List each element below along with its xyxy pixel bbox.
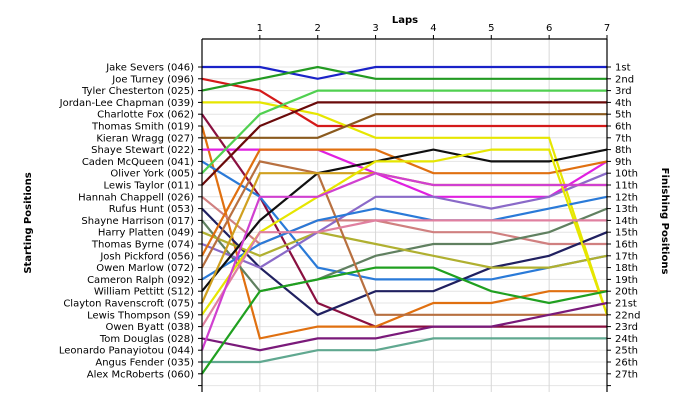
- series-line: [200, 172, 607, 351]
- series-line: [201, 101, 607, 186]
- starting-position-label: Tom Douglas (028): [99, 334, 194, 345]
- starting-position-label: Alex McRoberts (060): [87, 369, 194, 380]
- starting-position-label: Hannah Chappell (026): [78, 192, 194, 203]
- finishing-position-label: 16th: [615, 240, 638, 251]
- starting-position-label: Lewis Taylor (011): [104, 181, 195, 192]
- finishing-position-label: 7th: [615, 133, 632, 144]
- starting-position-labels: Jake Severs (046)Joe Turney (096)Tyler C…: [59, 63, 194, 381]
- starting-position-label: Lewis Thompson (S9): [87, 310, 194, 321]
- starting-position-label: Shayne Harrison (017): [81, 216, 194, 227]
- starting-position-label: Harry Platten (049): [98, 228, 194, 239]
- finishing-position-label: 11th: [615, 181, 638, 192]
- starting-position-label: Caden McQueen (041): [82, 157, 194, 168]
- x-tick-labels: 1 2 3 4 5 6 7: [257, 23, 611, 34]
- y-axis-title-left: Starting Positions: [23, 172, 34, 273]
- series-line: [202, 65, 607, 80]
- starting-position-label: Joe Turney (096): [111, 74, 194, 85]
- y-axis-title-right: Finishing Positions: [659, 168, 670, 275]
- finishing-position-label: 22nd: [615, 310, 640, 321]
- x-tick-label: 2: [315, 23, 321, 34]
- starting-position-label: Thomas Smith (019): [91, 122, 194, 133]
- finishing-position-label: 18th: [615, 263, 638, 274]
- starting-position-label: Rufus Hunt (053): [109, 204, 194, 215]
- series-line: [202, 113, 607, 139]
- finishing-position-labels: 1st2nd3rd4th5th6th7th8th9th10th11th12th1…: [615, 63, 640, 381]
- axes: [198, 35, 611, 392]
- finishing-position-label: 24th: [615, 334, 638, 345]
- finishing-position-label: 12th: [615, 192, 638, 203]
- starting-position-label: Tyler Chesterton (025): [81, 86, 194, 97]
- finishing-position-label: 26th: [615, 358, 638, 369]
- finishing-position-label: 4th: [615, 98, 632, 109]
- finishing-position-label: 21st: [615, 299, 637, 310]
- finishing-position-label: 3rd: [615, 86, 632, 97]
- series-line: [200, 172, 607, 304]
- starting-position-label: Charlotte Fox (062): [97, 110, 194, 121]
- starting-position-label: William Pettitt (S12): [94, 287, 194, 298]
- finishing-position-label: 2nd: [615, 74, 634, 85]
- x-axis-title: Laps: [392, 15, 418, 26]
- series-line: [201, 77, 607, 128]
- finishing-position-label: 15th: [615, 228, 638, 239]
- starting-position-label: Jake Severs (046): [105, 63, 194, 74]
- finishing-position-label: 13th: [615, 204, 638, 215]
- series-line: [201, 301, 608, 352]
- series-line: [202, 101, 609, 316]
- finishing-position-label: 5th: [615, 110, 632, 121]
- finishing-position-label: 17th: [615, 251, 638, 262]
- finishing-position-label: 27th: [615, 369, 638, 380]
- x-tick-label: 4: [430, 23, 436, 34]
- finishing-position-label: 9th: [615, 157, 632, 168]
- finishing-position-label: 8th: [615, 145, 632, 156]
- x-tick-label: 3: [372, 23, 378, 34]
- series-line: [201, 266, 608, 375]
- series-line: [201, 65, 607, 92]
- series-line: [201, 113, 607, 328]
- finishing-position-label: 23rd: [615, 322, 638, 333]
- finishing-position-label: 25th: [615, 346, 638, 357]
- starting-position-label: Owen Byatt (038): [105, 322, 194, 333]
- finishing-position-label: 6th: [615, 122, 632, 133]
- starting-position-label: Thomas Byrne (074): [91, 240, 194, 251]
- series-line: [201, 89, 607, 174]
- x-tick-label: 6: [546, 23, 552, 34]
- series-line: [201, 231, 608, 269]
- x-tick-label: 1: [257, 23, 263, 34]
- series-line: [201, 148, 608, 292]
- starting-position-label: Shaye Stewart (022): [91, 145, 194, 156]
- starting-position-label: Josh Pickford (056): [99, 251, 194, 262]
- finishing-position-label: 14th: [615, 216, 638, 227]
- series-line: [202, 337, 607, 364]
- series-line: [201, 172, 608, 269]
- starting-position-label: Kieran Wragg (027): [96, 133, 194, 144]
- starting-position-label: Clayton Ravenscroft (075): [63, 299, 194, 310]
- finishing-position-label: 20th: [615, 287, 638, 298]
- finishing-position-label: 10th: [615, 169, 638, 180]
- starting-position-label: Cameron Ralph (092): [87, 275, 194, 286]
- finishing-position-label: 1st: [615, 63, 631, 74]
- finishing-position-label: 19th: [615, 275, 638, 286]
- starting-position-label: Angus Fender (035): [95, 358, 194, 369]
- x-tick-label: 7: [604, 23, 610, 34]
- series-line: [201, 148, 609, 316]
- series-line: [201, 207, 608, 317]
- series-line: [201, 160, 607, 316]
- series-layer: [200, 65, 609, 375]
- starting-position-label: Jordan-Lee Chapman (039): [59, 98, 194, 109]
- starting-position-label: Leonardo Panayiotou (044): [59, 346, 194, 357]
- starting-position-label: Oliver York (005): [110, 169, 194, 180]
- starting-position-label: Owen Marlow (072): [96, 263, 194, 274]
- series-line: [201, 219, 607, 328]
- series-line: [201, 160, 608, 281]
- x-tick-label: 5: [488, 23, 494, 34]
- series-line: [201, 195, 608, 281]
